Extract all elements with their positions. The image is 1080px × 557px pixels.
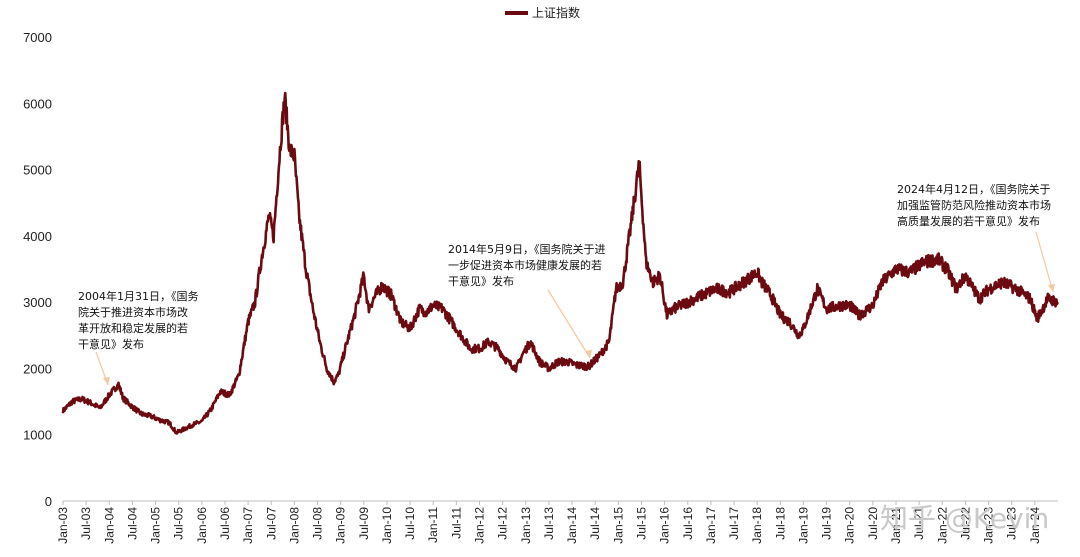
annotation-arrowhead: [585, 350, 592, 358]
x-tick-label: Jan-10: [380, 507, 394, 544]
y-tick-label: 7000: [23, 30, 52, 45]
x-tick-label: Jul-14: [588, 507, 602, 540]
annotation-arrowhead: [1048, 284, 1055, 292]
annotations: 2004年1月31日，《国务院关于推进资本市场改革开放和稳定发展的若干意见》发布…: [78, 182, 1055, 386]
y-tick-label: 5000: [23, 163, 52, 178]
annotation-line: 一步促进资本市场健康发展的若: [448, 258, 602, 272]
x-tick-label: Jan-14: [565, 507, 579, 544]
x-tick-label: Jan-03: [56, 507, 70, 544]
y-axis: 0 1000 2000 3000 4000 5000 6000 7000: [23, 30, 52, 509]
x-tick-label: Jul-23: [1005, 507, 1019, 540]
annotation-line: 加强监管防范风险推动资本市场: [897, 198, 1051, 212]
annotation-text: 2014年5月9日，《国务院关于进一步促进资本市场健康发展的若干意见》发布: [448, 242, 606, 288]
x-tick-label: Jan-23: [982, 507, 996, 544]
annotation-line: 2014年5月9日，《国务院关于进: [448, 242, 606, 256]
series-line-shanghai-composite: [61, 91, 1060, 435]
x-tick-label: Jul-19: [820, 507, 834, 540]
x-tick-label: Jan-24: [1028, 507, 1042, 544]
x-tick-label: Jan-19: [796, 507, 810, 544]
y-tick-label: 2000: [23, 361, 52, 376]
legend: 上证指数: [505, 5, 580, 20]
x-tick-label: Jul-12: [496, 507, 510, 540]
x-tick-label: Jul-13: [542, 507, 556, 540]
x-tick-label: Jul-11: [449, 507, 463, 539]
x-tick-label: Jul-18: [773, 507, 787, 540]
x-tick-label: Jan-09: [334, 507, 348, 544]
legend-label: 上证指数: [532, 5, 580, 20]
watermark: 知乎 @Kevin: [880, 502, 1049, 535]
annotation-pointer: [547, 289, 591, 359]
annotation-text: 2004年1月31日，《国务院关于推进资本市场改革开放和稳定发展的若干意见》发布: [78, 289, 199, 351]
x-tick-label: Jul-16: [681, 507, 695, 540]
x-tick-label: Jan-12: [473, 507, 487, 544]
x-tick-label: Jul-07: [264, 507, 278, 540]
annotation-text: 2024年4月12日，《国务院关于加强监管防范风险推动资本市场高质量发展的若干意…: [897, 182, 1051, 228]
x-tick-label: Jan-06: [195, 507, 209, 544]
x-tick-label: Jul-06: [218, 507, 232, 540]
annotation-line: 2004年1月31日，《国务: [78, 289, 199, 303]
annotation-line: 革开放和稳定发展的若: [78, 321, 188, 335]
x-tick-label: Jul-22: [958, 507, 972, 540]
x-tick-label: Jan-11: [426, 507, 440, 543]
x-tick-label: Jan-16: [658, 507, 672, 544]
x-tick-label: Jul-20: [866, 507, 880, 540]
y-tick-label: 1000: [23, 428, 52, 443]
y-tick-label: 0: [45, 494, 52, 509]
x-tick-label: Jul-04: [125, 507, 139, 540]
y-tick-label: 6000: [23, 96, 52, 111]
y-tick-label: 3000: [23, 295, 52, 310]
x-tick-label: Jul-15: [634, 507, 648, 540]
x-tick-label: Jan-15: [611, 507, 625, 544]
plot-area: [61, 91, 1060, 435]
x-tick-label: Jan-17: [704, 507, 718, 544]
annotation-pointer: [1035, 231, 1054, 293]
x-tick-label: Jul-03: [79, 507, 93, 540]
x-tick-label: Jan-04: [102, 507, 116, 544]
x-tick-label: Jul-17: [727, 507, 741, 540]
x-tick-label: Jan-20: [843, 507, 857, 544]
x-tick-label: Jan-13: [519, 507, 533, 544]
annotation-line: 院关于推进资本市场改: [78, 305, 188, 319]
y-tick-label: 4000: [23, 229, 52, 244]
x-tick-label: Jan-07: [241, 507, 255, 544]
x-tick-label: Jul-21: [912, 507, 926, 540]
annotation-arrowhead: [103, 377, 110, 385]
x-tick-label: Jan-18: [750, 507, 764, 544]
x-tick-label: Jul-09: [357, 507, 371, 540]
x-tick-label: Jul-05: [172, 507, 186, 540]
x-tick-label: Jan-22: [935, 507, 949, 544]
x-tick-label: Jan-05: [149, 507, 163, 544]
annotation-line: 高质量发展的若干意见》发布: [897, 214, 1040, 228]
x-tick-label: Jul-08: [311, 507, 325, 540]
annotation-line: 干意见》发布: [448, 274, 514, 288]
annotation-line: 2024年4月12日，《国务院关于: [897, 182, 1051, 196]
x-tick-label: Jan-21: [889, 507, 903, 544]
x-tick-label: Jul-10: [403, 507, 417, 540]
x-axis: Jan-03 Jul-03 Jan-04 Jul-04 Jan-05 Jul-05 Jan-…: [56, 500, 1058, 544]
annotation-line: 干意见》发布: [78, 337, 144, 351]
x-tick-label: Jan-08: [287, 507, 301, 544]
